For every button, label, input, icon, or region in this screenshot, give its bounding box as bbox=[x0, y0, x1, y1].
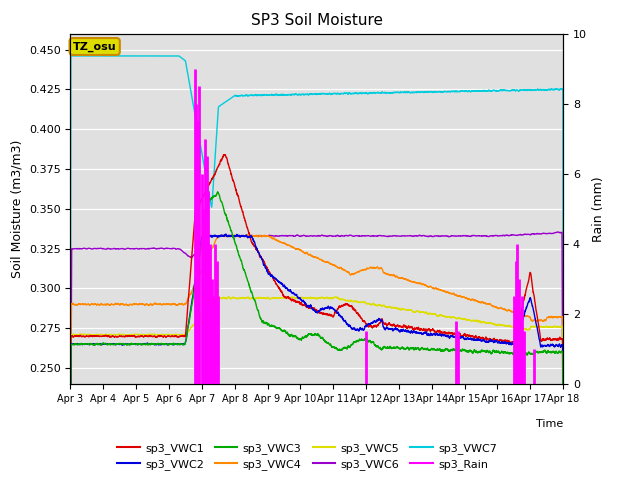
Y-axis label: Soil Moisture (m3/m3): Soil Moisture (m3/m3) bbox=[10, 140, 23, 278]
Title: SP3 Soil Moisture: SP3 Soil Moisture bbox=[251, 13, 383, 28]
Text: TZ_osu: TZ_osu bbox=[73, 41, 116, 52]
Y-axis label: Rain (mm): Rain (mm) bbox=[593, 176, 605, 241]
Text: Time: Time bbox=[536, 419, 563, 429]
Legend: sp3_VWC1, sp3_VWC2, sp3_VWC3, sp3_VWC4, sp3_VWC5, sp3_VWC6, sp3_VWC7, sp3_Rain: sp3_VWC1, sp3_VWC2, sp3_VWC3, sp3_VWC4, … bbox=[113, 438, 502, 474]
